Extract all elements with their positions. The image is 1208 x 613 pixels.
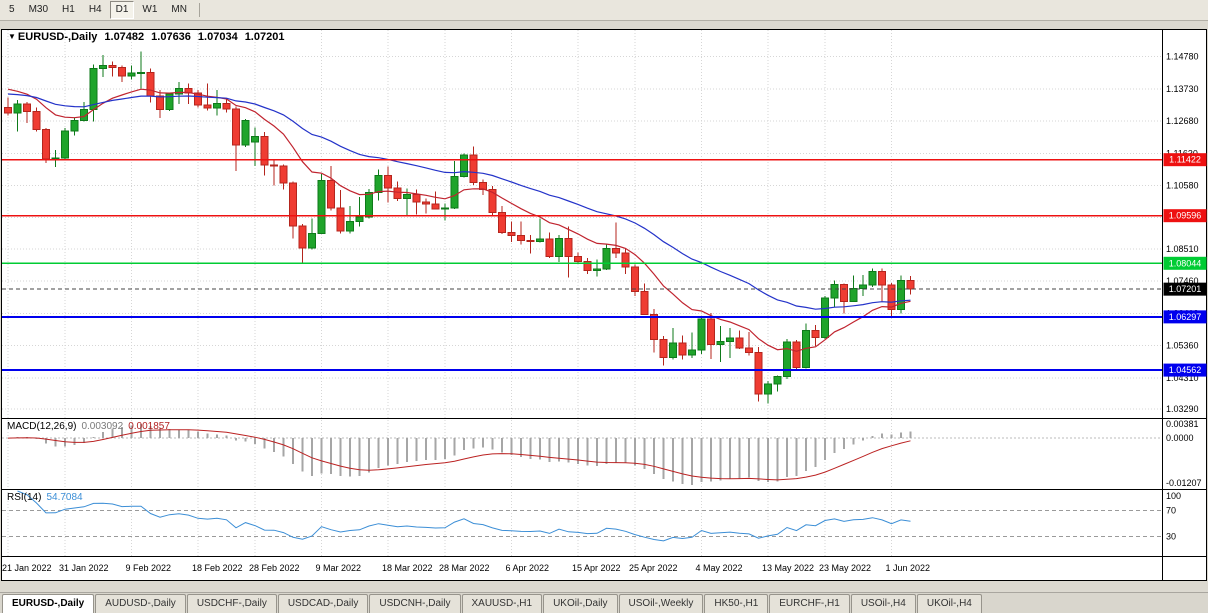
chart-frame	[1, 29, 1207, 581]
svg-text:15 Apr 2022: 15 Apr 2022	[572, 563, 621, 573]
ma-slow-line	[7, 93, 911, 310]
svg-text:31 Jan 2022: 31 Jan 2022	[59, 563, 109, 573]
candlestick-series	[4, 51, 915, 404]
svg-text:1.05360: 1.05360	[1166, 341, 1199, 351]
svg-text:28 Mar 2022: 28 Mar 2022	[439, 563, 490, 573]
chart-tab-usoil-h4[interactable]: USOil-,H4	[850, 594, 916, 613]
toolbar-separator	[198, 3, 200, 17]
svg-text:1.11422: 1.11422	[1169, 155, 1201, 165]
rsi-line	[17, 490, 911, 542]
svg-text:1.10580: 1.10580	[1166, 181, 1199, 191]
svg-text:21 Jan 2022: 21 Jan 2022	[2, 563, 52, 573]
chart-tab-usdcnh-daily[interactable]: USDCNH-,Daily	[369, 594, 461, 613]
svg-text:1.12680: 1.12680	[1166, 116, 1199, 126]
grid-lines	[2, 30, 1162, 556]
svg-text:1.07460: 1.07460	[1166, 276, 1199, 286]
symbol-tab-bar: EURUSD-,Daily AUDUSD-,Daily USDCHF-,Daily U…	[0, 592, 1208, 613]
timeframe-button-m30[interactable]: M30	[28, 4, 49, 15]
svg-text:1.09596: 1.09596	[1169, 211, 1202, 221]
price-axis-badges: 1.11422 1.09596 1.08044 1.06297 1.04562 1.072…	[1163, 153, 1207, 377]
svg-text:1.13730: 1.13730	[1166, 84, 1199, 94]
rsi-axis: 100 70 30	[1166, 491, 1181, 542]
svg-text:0.0000: 0.0000	[1166, 433, 1194, 443]
chart-tab-hk50-h1[interactable]: HK50-,H1	[704, 594, 769, 613]
chart-canvas[interactable]: 1.147801.137301.126801.116301.105801.095…	[0, 22, 1208, 592]
svg-text:6 Apr 2022: 6 Apr 2022	[506, 563, 550, 573]
time-axis[interactable]: 21 Jan 2022 31 Jan 2022 9 Feb 2022 18 Feb 2…	[2, 563, 930, 573]
macd-signal-line	[7, 429, 911, 481]
timeframe-button-h1[interactable]: H1	[62, 4, 75, 15]
timeframe-toolbar: 5 M30 H1 H4 D1 W1 MN	[0, 0, 1208, 21]
svg-text:1 Jun 2022: 1 Jun 2022	[886, 563, 931, 573]
chart-tab-audusd-daily[interactable]: AUDUSD-,Daily	[95, 594, 186, 613]
svg-text:100: 100	[1166, 491, 1181, 501]
chart-tab-eurchf-h1[interactable]: EURCHF-,H1	[769, 594, 850, 613]
svg-text:0.00381: 0.00381	[1166, 419, 1199, 429]
svg-text:9 Mar 2022: 9 Mar 2022	[316, 563, 362, 573]
svg-text:1.14780: 1.14780	[1166, 52, 1199, 62]
chart-tab-ukoil-daily[interactable]: UKOil-,Daily	[543, 594, 618, 613]
macd-axis: 0.00381 0.0000 -0.01207	[1166, 419, 1202, 488]
svg-text:28 Feb 2022: 28 Feb 2022	[249, 563, 300, 573]
chart-window: 1.147801.137301.126801.116301.105801.095…	[0, 22, 1208, 592]
svg-text:1.04310: 1.04310	[1166, 373, 1199, 383]
timeframe-button-d1[interactable]: D1	[109, 1, 135, 19]
svg-text:1.06297: 1.06297	[1169, 312, 1202, 322]
svg-text:1.08510: 1.08510	[1166, 244, 1199, 254]
svg-text:30: 30	[1166, 532, 1176, 542]
timeframe-button-mn[interactable]: MN	[171, 4, 187, 15]
svg-text:1.08044: 1.08044	[1169, 258, 1202, 268]
svg-text:1.04562: 1.04562	[1169, 365, 1202, 375]
svg-text:1.07201: 1.07201	[1169, 284, 1202, 294]
svg-text:70: 70	[1166, 506, 1176, 516]
svg-text:-0.01207: -0.01207	[1166, 478, 1202, 488]
svg-text:23 May 2022: 23 May 2022	[819, 563, 871, 573]
svg-text:4 May 2022: 4 May 2022	[696, 563, 743, 573]
timeframe-button-h4[interactable]: H4	[88, 4, 102, 15]
chart-tab-xauusd-h1[interactable]: XAUUSD-,H1	[461, 594, 543, 613]
chart-tab-eurusd-daily[interactable]: EURUSD-,Daily	[2, 594, 95, 613]
ma-fast-line	[7, 88, 911, 352]
chart-tab-usdchf-daily[interactable]: USDCHF-,Daily	[186, 594, 277, 613]
svg-text:1.03290: 1.03290	[1166, 404, 1199, 414]
macd-histogram	[16, 424, 912, 485]
timeframe-button-w1[interactable]: W1	[142, 4, 158, 15]
timeframe-button-5[interactable]: 5	[9, 4, 15, 15]
chart-tab-usoil-weekly[interactable]: USOil-,Weekly	[618, 594, 704, 613]
svg-text:18 Feb 2022: 18 Feb 2022	[192, 563, 243, 573]
svg-text:13 May 2022: 13 May 2022	[762, 563, 814, 573]
chart-tab-usdcad-daily[interactable]: USDCAD-,Daily	[277, 594, 369, 613]
svg-text:9 Feb 2022: 9 Feb 2022	[126, 563, 172, 573]
svg-text:18 Mar 2022: 18 Mar 2022	[382, 563, 433, 573]
svg-text:25 Apr 2022: 25 Apr 2022	[629, 563, 678, 573]
chart-tab-ukoil-h4[interactable]: UKOil-,H4	[916, 594, 982, 613]
